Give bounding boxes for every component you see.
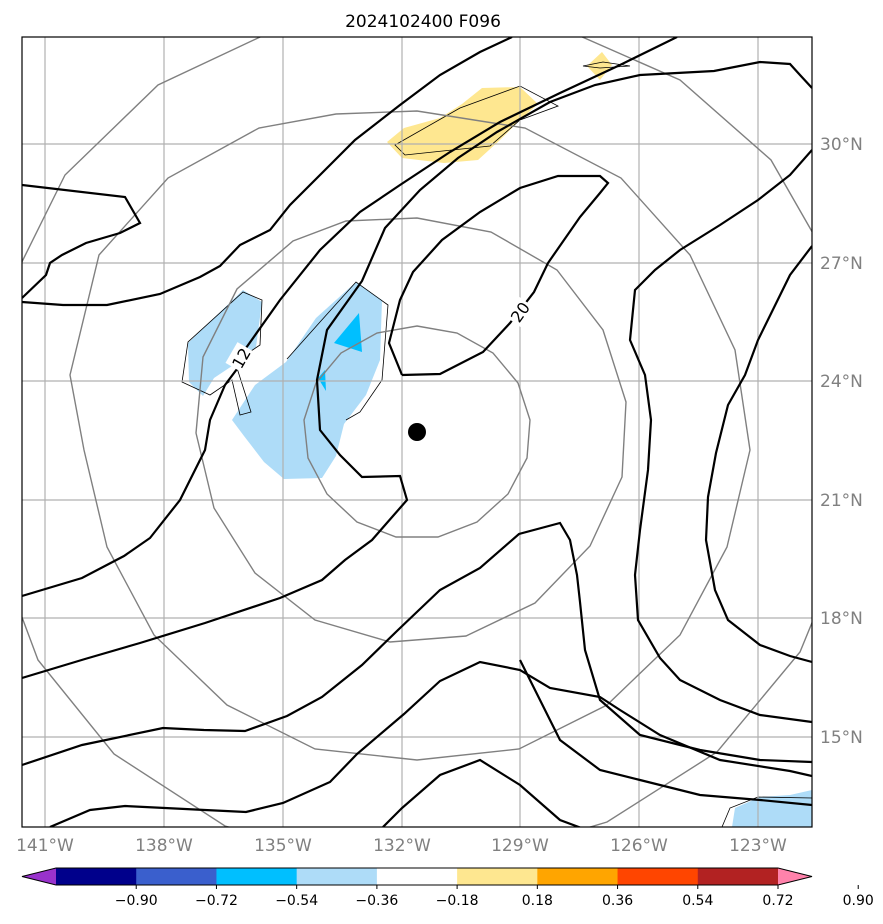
lat-label: 27°N [820, 254, 863, 274]
colorbar-extend-min [22, 868, 56, 885]
colorbar-tick-label: −0.36 [355, 893, 398, 909]
lat-label: 18°N [820, 609, 863, 629]
contour-line [22, 60, 812, 680]
lon-label: 126°W [610, 836, 668, 856]
contour-line [519, 659, 812, 807]
map-frame [21, 36, 813, 828]
figure-title: 2024102400 F096 [345, 12, 501, 32]
colorbar-tick-label: −0.18 [436, 893, 479, 909]
positive-outline-north-small [582, 61, 631, 69]
lon-label: 141°W [16, 836, 74, 856]
colorbar-tick-label: 0.90 [843, 893, 874, 909]
contour-line [382, 758, 582, 827]
contour-lines [22, 37, 812, 827]
colorbar-segment [56, 868, 137, 885]
colorbar-segment [537, 868, 619, 885]
contour-line [22, 37, 513, 307]
negative-outline-center [286, 281, 389, 421]
colorbar-outline [21, 867, 813, 886]
lat-label: 24°N [820, 372, 863, 392]
contour-line [49, 660, 812, 827]
contour-line [22, 521, 812, 767]
lat-label: 15°N [820, 728, 863, 748]
colorbar-segment [457, 868, 538, 885]
colorbar-tick-label: −0.90 [115, 893, 158, 909]
storm-center-dot [408, 423, 426, 441]
contour-line [387, 174, 610, 377]
colorbar-tick-label: 0.36 [602, 893, 633, 909]
shading-outlines [181, 61, 812, 827]
negative-outline-southeast [721, 796, 812, 827]
colorbar-tick-label: 0.18 [522, 893, 553, 909]
lat-labels: 30°N 27°N 24°N 21°N 18°N 15°N [820, 135, 863, 748]
map-panel: 12 20 [22, 37, 812, 827]
positive-shading-area-north-small [587, 52, 612, 80]
lat-label: 30°N [820, 135, 863, 155]
lat-label: 21°N [820, 491, 863, 511]
graticule [22, 37, 812, 827]
negative-shading-core-1 [334, 313, 362, 352]
colorbar-segment [376, 868, 458, 885]
colorbar-extend-max [778, 868, 812, 885]
negative-shading-area-west [188, 290, 262, 396]
contour-line [22, 183, 142, 299]
contour-line [628, 149, 812, 724]
range-ring-2 [195, 217, 627, 643]
negative-shading-area-southeast [732, 790, 812, 827]
positive-outline-north [394, 85, 559, 156]
range-ring-4 [22, 37, 812, 827]
lon-label: 135°W [254, 836, 312, 856]
contour-line [704, 245, 812, 664]
colorbar-segment [617, 868, 699, 885]
lon-label: 132°W [373, 836, 431, 856]
colorbar-tick-label: 0.72 [762, 893, 793, 909]
colorbar-tick-label: 0.54 [682, 893, 713, 909]
colorbar-segment [136, 868, 217, 885]
lon-labels: 141°W 138°W 135°W 132°W 129°W 126°W 123°… [16, 836, 787, 856]
lon-label: 138°W [135, 836, 193, 856]
lon-label: 129°W [491, 836, 549, 856]
colorbar-tick-label: −0.54 [275, 893, 318, 909]
colorbar-tick-label: −0.72 [195, 893, 238, 909]
colorbar: −0.90 −0.72 −0.54 −0.36 −0.18 0.18 0.36 0.54 0.7… [21, 867, 874, 909]
lon-label: 123°W [729, 836, 787, 856]
colorbar-segment [296, 868, 378, 885]
range-ring-1 [303, 325, 531, 538]
colorbar-segment [697, 868, 779, 885]
range-rings [22, 37, 812, 827]
colorbar-segment [216, 868, 298, 885]
range-ring-3 [69, 110, 751, 761]
